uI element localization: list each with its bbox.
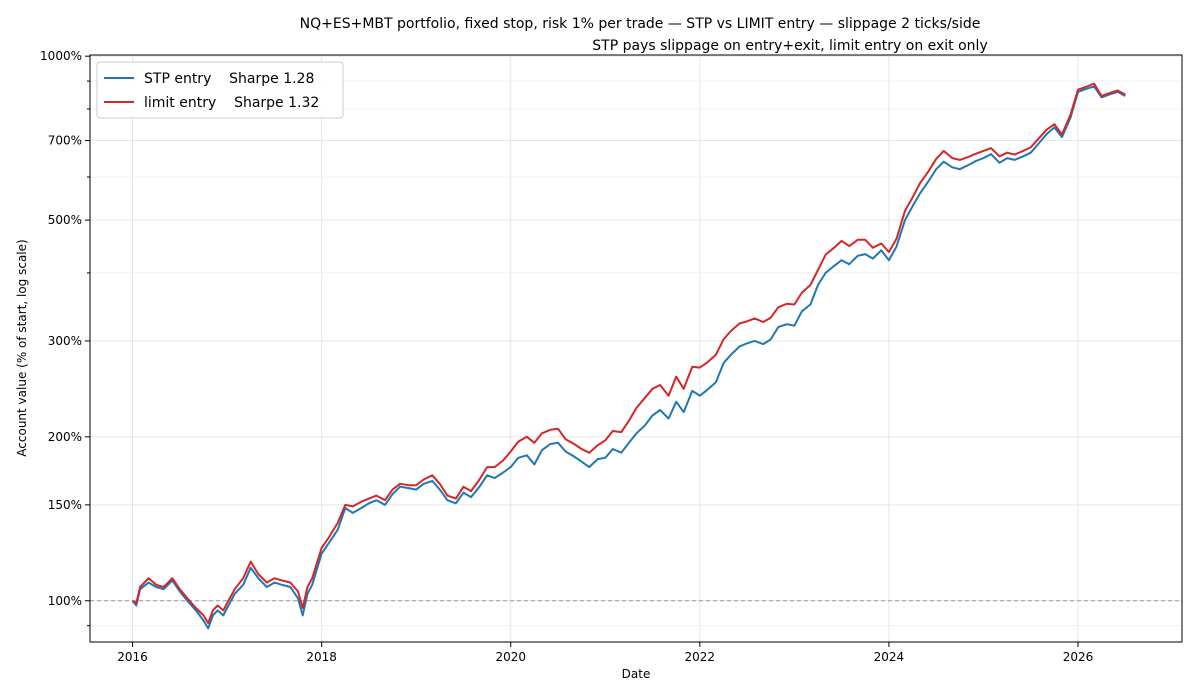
- gridlines: [90, 55, 1182, 642]
- y-tick-label: 500%: [48, 213, 82, 227]
- y-tick-label: 150%: [48, 498, 82, 512]
- y-axis: 100% 150% 200% 300% 500% 700% 1000%: [40, 49, 90, 627]
- chart-subtitle: STP pays slippage on entry+exit, limit e…: [592, 38, 987, 54]
- x-tick-label: 2018: [306, 650, 337, 664]
- plot-frame: [89, 54, 1183, 643]
- series-layer: [131, 82, 1126, 630]
- y-tick-label: 200%: [48, 430, 82, 444]
- chart-title: NQ+ES+MBT portfolio, fixed stop, risk 1%…: [300, 16, 981, 32]
- x-tick-label: 2026: [1063, 650, 1094, 664]
- legend-label-0: STP entry Sharpe 1.28: [144, 71, 314, 87]
- legend-label-1: limit entry Sharpe 1.32: [144, 95, 319, 111]
- x-tick-label: 2016: [117, 650, 148, 664]
- x-axis-label: Date: [622, 667, 651, 681]
- y-tick-label: 300%: [48, 334, 82, 348]
- x-tick-label: 2024: [874, 650, 905, 664]
- y-tick-label: 700%: [48, 134, 82, 148]
- series-line-1: [131, 82, 1126, 625]
- y-axis-label: Account value (% of start, log scale): [15, 239, 29, 456]
- legend: STP entry Sharpe 1.28 limit entry Sharpe …: [96, 61, 344, 119]
- y-tick-label: 100%: [48, 594, 82, 608]
- x-axis: 2016 2018 2020 2022 2024 2026: [117, 642, 1093, 664]
- legend-box: [96, 61, 344, 119]
- x-tick-label: 2022: [685, 650, 716, 664]
- y-tick-label: 1000%: [40, 49, 82, 63]
- x-tick-label: 2020: [495, 650, 526, 664]
- series-line-0: [131, 85, 1126, 630]
